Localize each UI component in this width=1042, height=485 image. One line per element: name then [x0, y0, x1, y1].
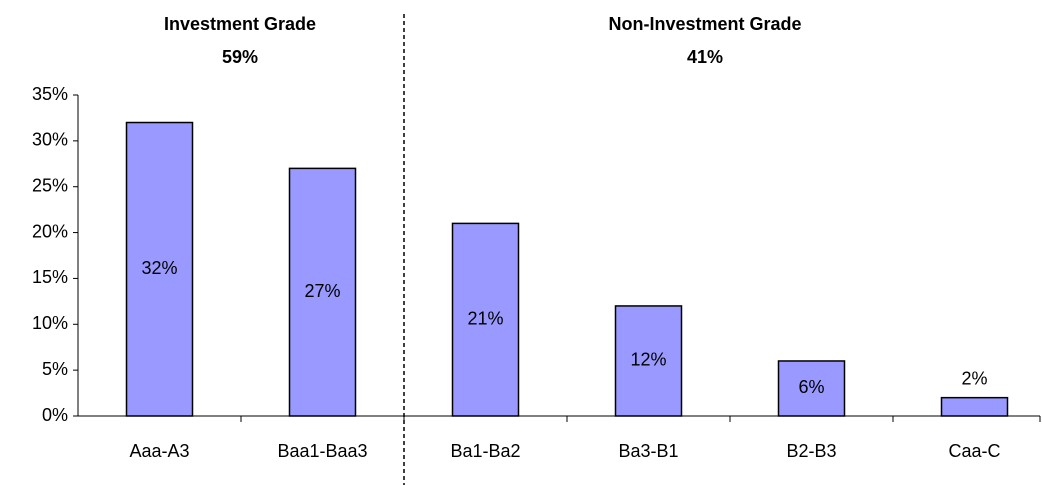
value-label: 32% — [141, 258, 177, 278]
value-label: 27% — [304, 281, 340, 301]
group-share: 41% — [687, 47, 723, 67]
y-tick-label: 20% — [32, 221, 68, 241]
x-tick-label: Caa-C — [948, 441, 1000, 461]
x-tick-label: Ba1-Ba2 — [450, 441, 520, 461]
bar — [777, 360, 846, 417]
bar — [614, 305, 683, 417]
y-tick-label: 30% — [32, 130, 68, 150]
x-tick-label: Ba3-B1 — [618, 441, 678, 461]
value-label: 6% — [798, 377, 824, 397]
bar — [940, 396, 1009, 417]
value-label: 12% — [630, 350, 666, 370]
x-tick-label: Baa1-Baa3 — [277, 441, 367, 461]
group-title: Non-Investment Grade — [608, 14, 801, 34]
y-tick-label: 35% — [32, 84, 68, 104]
bar — [451, 222, 520, 417]
y-tick-label: 5% — [42, 359, 68, 379]
bar — [125, 121, 194, 417]
y-tick-label: 0% — [42, 405, 68, 425]
y-tick-label: 10% — [32, 313, 68, 333]
group-title: Investment Grade — [164, 14, 316, 34]
group-share: 59% — [222, 47, 258, 67]
x-tick-label: Aaa-A3 — [129, 441, 189, 461]
x-tick-label: B2-B3 — [786, 441, 836, 461]
y-tick-label: 25% — [32, 175, 68, 195]
value-label: 2% — [961, 368, 987, 388]
value-label: 21% — [467, 308, 503, 328]
y-tick-label: 15% — [32, 267, 68, 287]
